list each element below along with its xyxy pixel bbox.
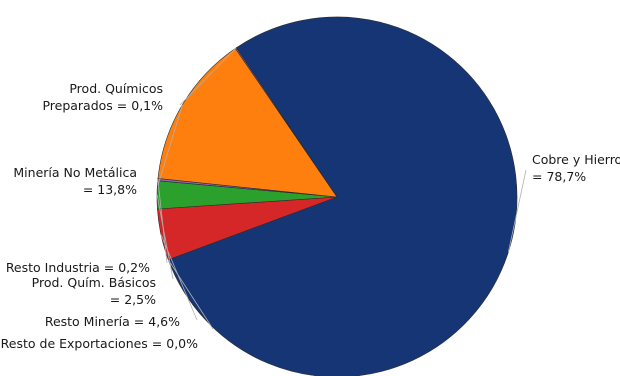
pie-slice-cobre-y-hierro xyxy=(167,16,518,376)
leader-line xyxy=(167,259,214,330)
leader-line xyxy=(157,179,168,264)
slice-label-line: Cobre y Hierro xyxy=(532,152,620,167)
slice-label-line: Prod. Quím. Básicos xyxy=(32,275,156,290)
slice-label-line: Resto Industria = 0,2% xyxy=(6,260,150,275)
slice-label: Prod. Químicos Preparados = 0,1% xyxy=(42,81,163,113)
slice-label-line: = 78,7% xyxy=(532,169,586,184)
slice-label-line: = 13,8% xyxy=(83,182,137,197)
slice-labels: Cobre y Hierro = 78,7% Resto de Exportacio… xyxy=(1,81,620,351)
pie-slice-minería-no-metálica xyxy=(157,47,338,198)
slice-label: Prod. Quím. Básicos = 2,5% xyxy=(32,275,156,307)
leader-lines xyxy=(156,47,527,330)
slice-label-line: Preparados = 0,1% xyxy=(42,98,163,113)
slice-label: Resto de Exportaciones = 0,0% xyxy=(1,336,198,351)
slice-label: Cobre y Hierro = 78,7% xyxy=(532,152,620,184)
leader-line xyxy=(156,194,174,280)
slice-label-line: = 2,5% xyxy=(110,292,156,307)
slice-label: Minería No Metálica = 13,8% xyxy=(13,165,137,197)
slice-label: Resto Industria = 0,2% xyxy=(6,260,150,275)
leader-line xyxy=(157,104,183,186)
slice-label-line: Resto de Exportaciones = 0,0% xyxy=(1,336,198,351)
slice-label-line: Prod. Químicos xyxy=(69,81,163,96)
slice-label: Resto Minería = 4,6% xyxy=(45,314,180,329)
slice-label-line: Minería No Metálica xyxy=(13,165,137,180)
leader-line xyxy=(179,47,237,106)
leader-line xyxy=(507,169,527,253)
pie-slices xyxy=(156,16,518,376)
slice-label-line: Resto Minería = 4,6% xyxy=(45,314,180,329)
